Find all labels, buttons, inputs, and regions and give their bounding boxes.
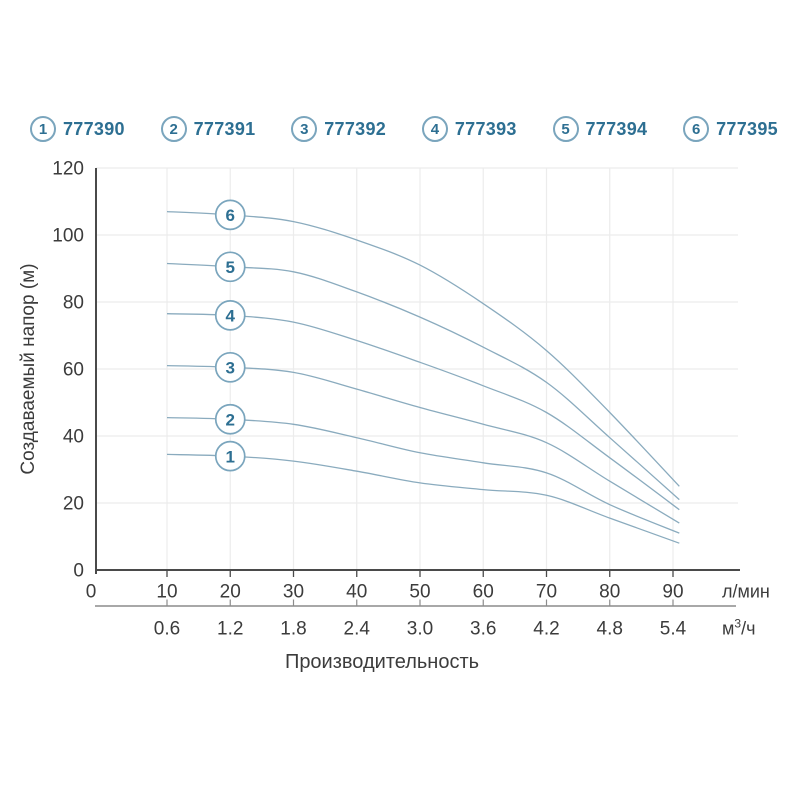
legend-code: 777392 <box>324 118 387 139</box>
secondary-tick-label: 4.8 <box>597 619 623 640</box>
secondary-axis-unit-label: м3/ч <box>722 616 755 638</box>
curve-marker-number: 6 <box>226 206 235 225</box>
legend-item: 6 777395 <box>683 116 778 142</box>
curve-marker <box>214 351 246 383</box>
curve-marker-number: 4 <box>226 307 236 326</box>
legend-item: 1 777390 <box>30 116 125 142</box>
legend: 1 777390 2 777391 3 777392 4 777393 5 777394 6 7773… <box>30 116 778 142</box>
series-number-badge: 6 <box>683 116 710 142</box>
curve-marker <box>214 403 246 435</box>
x-axis-title: Производительность <box>285 651 479 673</box>
pump-curve <box>166 262 680 501</box>
series-number-badge: 4 <box>421 116 448 142</box>
legend-code: 777394 <box>585 118 648 139</box>
pump-curve <box>166 210 680 487</box>
pump-curve <box>166 364 680 524</box>
x-tick-label: 70 <box>536 582 557 603</box>
curve-marker-number: 3 <box>226 359 235 378</box>
x-tick-label: 90 <box>662 582 683 603</box>
pump-curve <box>166 416 680 534</box>
secondary-tick-label: 5.4 <box>660 619 687 640</box>
legend-item: 5 777394 <box>552 116 648 142</box>
y-axis-title: Создаваемый напор (м) <box>18 263 39 474</box>
y-tick-label: 0 <box>73 561 84 582</box>
secondary-tick-label: 1.8 <box>280 619 306 640</box>
series-number-badge: 5 <box>552 116 579 142</box>
secondary-tick-label: 2.4 <box>344 619 371 640</box>
legend-item: 4 777393 <box>421 116 517 142</box>
curve-marker-number: 5 <box>226 258 235 277</box>
x-tick-label: 80 <box>599 582 620 603</box>
y-tick-label: 120 <box>52 159 84 180</box>
x-tick-label: 40 <box>346 582 367 603</box>
y-tick-label: 80 <box>63 293 84 314</box>
series-number-badge: 2 <box>160 116 187 142</box>
curve-marker <box>214 199 246 231</box>
x-tick-label: 0 <box>86 582 97 603</box>
pump-curve <box>166 313 680 511</box>
x-tick-label: 20 <box>220 582 241 603</box>
curve-marker-number: 2 <box>226 411 235 430</box>
secondary-tick-label: 1.2 <box>217 619 243 640</box>
secondary-tick-label: 3.0 <box>407 619 433 640</box>
legend-item: 2 777391 <box>160 116 256 142</box>
legend-code: 777391 <box>193 118 256 139</box>
secondary-tick-label: 0.6 <box>154 619 180 640</box>
x-axis-unit-label: л/мин <box>722 581 770 601</box>
x-tick-label: 50 <box>409 582 430 603</box>
y-tick-label: 40 <box>63 427 84 448</box>
curve-marker <box>214 440 246 472</box>
curve-marker-number: 1 <box>226 447 235 466</box>
x-tick-label: 60 <box>473 582 494 603</box>
legend-code: 777390 <box>63 118 125 139</box>
series-number-badge: 1 <box>30 116 56 142</box>
y-tick-label: 60 <box>63 360 84 381</box>
legend-item: 3 777392 <box>291 116 386 142</box>
series-number-badge: 3 <box>291 116 318 142</box>
y-tick-label: 100 <box>52 226 84 247</box>
legend-code: 777395 <box>716 118 778 139</box>
curve-marker <box>214 300 246 331</box>
x-tick-label: 30 <box>283 582 304 603</box>
curve-marker <box>214 251 246 283</box>
secondary-tick-label: 4.2 <box>533 619 559 640</box>
y-tick-label: 20 <box>63 494 84 515</box>
secondary-tick-label: 3.6 <box>470 619 496 640</box>
legend-code: 777393 <box>454 118 517 139</box>
pump-curve <box>166 453 680 544</box>
x-tick-label: 10 <box>156 582 177 603</box>
